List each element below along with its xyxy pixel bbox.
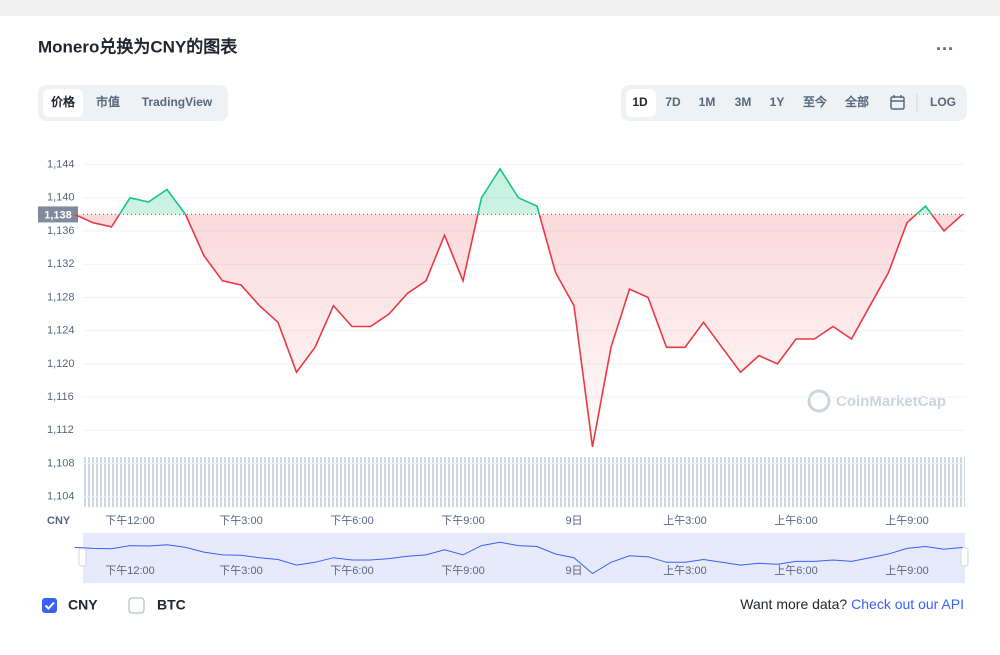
range-button[interactable]: 1Y [770, 95, 785, 109]
tab[interactable]: TradingView [142, 95, 213, 109]
y-tick-label: 1,144 [47, 159, 75, 171]
navigator-handle[interactable] [960, 547, 969, 567]
checkbox-checked[interactable] [42, 598, 57, 613]
top-bar [0, 0, 1000, 16]
tab[interactable]: 价格 [51, 94, 76, 109]
more-menu[interactable]: ··· [936, 39, 954, 59]
y-tick-label: 1,132 [47, 258, 75, 270]
range-button[interactable]: 1D [632, 95, 648, 109]
area-above [74, 168, 963, 215]
range-button[interactable]: 全部 [844, 94, 869, 109]
reference-badge [38, 206, 78, 223]
tab-group [38, 85, 228, 121]
legend-label[interactable]: BTC [157, 597, 186, 613]
y-tick-label: 1,120 [47, 358, 75, 370]
api-link[interactable]: Check out our API [851, 596, 964, 612]
calendar-icon[interactable] [890, 95, 905, 110]
x-tick-label: 9日 [565, 515, 582, 527]
check-mark [44, 601, 55, 610]
tab[interactable]: 市值 [96, 94, 120, 109]
navigator-handle[interactable] [78, 547, 87, 567]
active-range [626, 89, 656, 117]
reference-label: 1,138 [44, 209, 72, 221]
navigator-label: 下午3:00 [219, 564, 262, 577]
x-tick-label: 下午9:00 [441, 514, 484, 527]
range-button[interactable]: 3M [735, 95, 752, 109]
y-tick-label: 1,104 [47, 491, 75, 503]
range-group [621, 85, 967, 121]
x-tick-label: 下午3:00 [219, 514, 262, 527]
volume-bars [83, 457, 965, 507]
x-tick-label: 上午3:00 [663, 514, 706, 527]
watermark: CoinMarketCap [807, 389, 946, 413]
navigator-line [74, 541, 963, 575]
legend-label[interactable]: CNY [68, 597, 98, 613]
range-button[interactable]: 7D [665, 95, 681, 109]
checkbox-unchecked[interactable] [128, 597, 145, 614]
navigator-label: 上午6:00 [774, 564, 817, 577]
price-line [74, 214, 964, 448]
y-tick-label: 1,108 [47, 457, 75, 469]
y-tick-label: 1,136 [47, 225, 75, 237]
y-tick-label: 1,140 [47, 192, 75, 204]
x-tick-label: 下午12:00 [105, 514, 155, 527]
navigator-label: 9日 [565, 565, 582, 577]
navigator-label: 下午6:00 [330, 564, 373, 577]
footer: Want more data? Check out our API [740, 596, 964, 612]
navigator-label: 上午9:00 [885, 564, 928, 577]
range-button[interactable]: 至今 [803, 94, 828, 109]
watermark-text: CoinMarketCap [836, 393, 946, 410]
y-tick-label: 1,128 [47, 291, 75, 303]
active-tab [43, 89, 83, 117]
x-tick-label: 下午6:00 [330, 514, 373, 527]
y-tick-label: 1,116 [47, 391, 74, 403]
y-tick-label: 1,112 [47, 424, 74, 436]
navigator-label: 下午12:00 [105, 564, 155, 577]
footer-text: Want more data? [740, 596, 847, 612]
y-tick-label: 1,124 [47, 325, 75, 337]
area-below [74, 214, 963, 447]
axis-unit: CNY [47, 515, 71, 527]
navigator-label: 上午3:00 [663, 564, 706, 577]
navigator-label: 下午9:00 [441, 564, 484, 577]
navigator [83, 533, 965, 583]
range-button[interactable]: 1M [699, 95, 716, 109]
price-line-up [74, 167, 963, 215]
log-button[interactable]: LOG [930, 95, 956, 109]
x-tick-label: 上午9:00 [885, 514, 928, 527]
chart-title: Monero兑换为CNY的图表 [38, 36, 238, 56]
x-tick-label: 上午6:00 [774, 514, 817, 527]
